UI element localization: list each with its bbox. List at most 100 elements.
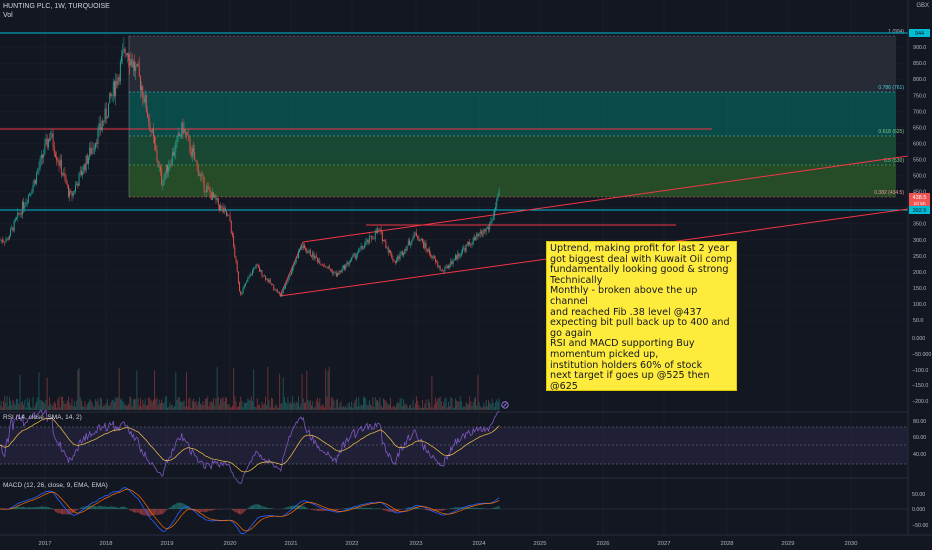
candle-body — [187, 134, 189, 136]
macd-hist-bar — [404, 508, 406, 509]
macd-line — [0, 487, 500, 535]
macd-legend[interactable]: MACD (12, 26, close, 9, EMA, EMA) — [3, 482, 108, 489]
macd-hist-bar — [442, 509, 443, 511]
candle-body — [178, 133, 180, 136]
volume-bar — [478, 401, 480, 410]
candle-body — [124, 48, 126, 55]
candle-body — [189, 138, 191, 152]
candle-body — [438, 266, 440, 267]
volume-bar — [158, 399, 160, 410]
candle-body — [82, 172, 84, 176]
macd-hist-bar — [105, 506, 107, 509]
volume-bar — [281, 402, 283, 410]
price-tick-label: 350.0 — [913, 222, 926, 228]
volume-bar — [480, 407, 482, 410]
currency-label[interactable]: GBX — [916, 3, 929, 9]
volume-bar — [464, 406, 466, 410]
candle-body — [475, 237, 476, 240]
time-axis[interactable]: 2017 2018 2019 2020 2021 2022 2023 2024 2025 2026… — [39, 541, 858, 547]
candle-body — [138, 66, 140, 77]
volume-bar — [442, 406, 443, 410]
symbol-title[interactable]: HUNTING PLC, 1W, TURQUOISE — [3, 3, 110, 10]
macd-hist-bar — [319, 509, 321, 512]
volume-bar — [410, 404, 412, 410]
volume-bar — [437, 398, 439, 410]
volume-bar — [241, 401, 243, 410]
candle-body — [334, 272, 336, 274]
price-tick-label: 800.0 — [913, 77, 926, 83]
macd-hist-bar — [116, 507, 118, 509]
candle-body — [430, 253, 432, 258]
volume-bar — [327, 371, 329, 410]
candle-body — [373, 238, 375, 240]
macd-hist-bar — [368, 507, 370, 509]
macd-hist-bar — [374, 508, 376, 509]
price-tick-label: 850.0 — [913, 61, 926, 67]
rsi-legend[interactable]: RSI (14, close, SMA, 14, 2) — [3, 414, 82, 421]
candle-body — [409, 240, 410, 245]
volume-bar — [386, 402, 388, 410]
macd-hist-bar — [232, 509, 233, 511]
volume-bar — [392, 406, 394, 410]
candle-body — [307, 252, 309, 254]
volume-label[interactable]: Vol — [3, 12, 13, 19]
candle-body — [156, 150, 158, 161]
candle-body — [268, 279, 270, 282]
volume-bar — [187, 406, 189, 410]
candle-body — [206, 186, 207, 193]
volume-bar — [300, 403, 302, 410]
volume-bar — [93, 407, 95, 410]
candle-body — [465, 244, 467, 252]
macd-hist-bar — [424, 509, 426, 510]
macd-hist-bar — [480, 508, 482, 509]
volume-bar — [51, 406, 53, 410]
candle-body — [211, 192, 213, 200]
volume-bar — [269, 407, 271, 410]
macd-hist-bar — [437, 509, 439, 511]
macd-hist-bar — [388, 509, 390, 512]
volume-bar — [342, 406, 344, 410]
price-axis[interactable]: 900.0 850.0 800.0 750.0 700.0 650.0 600.0 550.0… — [912, 45, 931, 529]
macd-hist-bar — [439, 509, 441, 511]
candle-body — [72, 191, 74, 197]
volume-bar — [458, 401, 460, 410]
volume-bar — [178, 397, 180, 410]
channel-upper-line[interactable] — [302, 155, 909, 243]
macd-hist-bar — [445, 509, 447, 510]
volume-bar — [414, 403, 416, 410]
macd-pane[interactable] — [0, 477, 908, 535]
analysis-note[interactable]: Uptrend, making profit for last 2 year g… — [546, 241, 737, 391]
candle-body — [88, 157, 89, 164]
candle-body — [64, 173, 66, 179]
indicator-toggle-icon[interactable] — [501, 401, 509, 409]
volume-bar — [171, 405, 173, 410]
volume-bar — [5, 402, 7, 410]
macd-hist-bar — [143, 509, 145, 516]
volume-bar — [26, 397, 28, 410]
volume-bar — [165, 396, 167, 410]
macd-hist-bar — [392, 509, 394, 513]
volume-bar — [66, 400, 68, 410]
macd-hist-bar — [160, 509, 161, 515]
candle-body — [45, 138, 47, 144]
price-tick-label: 500.0 — [913, 174, 926, 180]
candle-body — [367, 239, 369, 243]
volume-bar — [460, 401, 462, 410]
volume-bar — [338, 407, 340, 410]
macd-hist-bar — [142, 509, 144, 516]
rsi-pane[interactable] — [0, 409, 908, 484]
channel-left-edge[interactable] — [279, 241, 304, 297]
candle-body — [34, 180, 36, 184]
macd-hist-bar — [345, 508, 347, 509]
price-badges: 944 438.5 2d 5h 392.5 — [909, 29, 930, 214]
volume-bar — [482, 407, 484, 410]
volume-bar — [160, 402, 161, 410]
fibonacci-retracement[interactable]: 1 (904) 0.786 (761) 0.618 (625) 0.5 (530… — [128, 29, 904, 198]
macd-hist-bar — [267, 507, 269, 509]
candle-body — [112, 81, 114, 95]
volume-bar — [239, 402, 240, 410]
candle-body — [476, 233, 478, 238]
macd-hist-bar — [434, 509, 436, 511]
year-tick-label: 2019 — [161, 541, 174, 547]
